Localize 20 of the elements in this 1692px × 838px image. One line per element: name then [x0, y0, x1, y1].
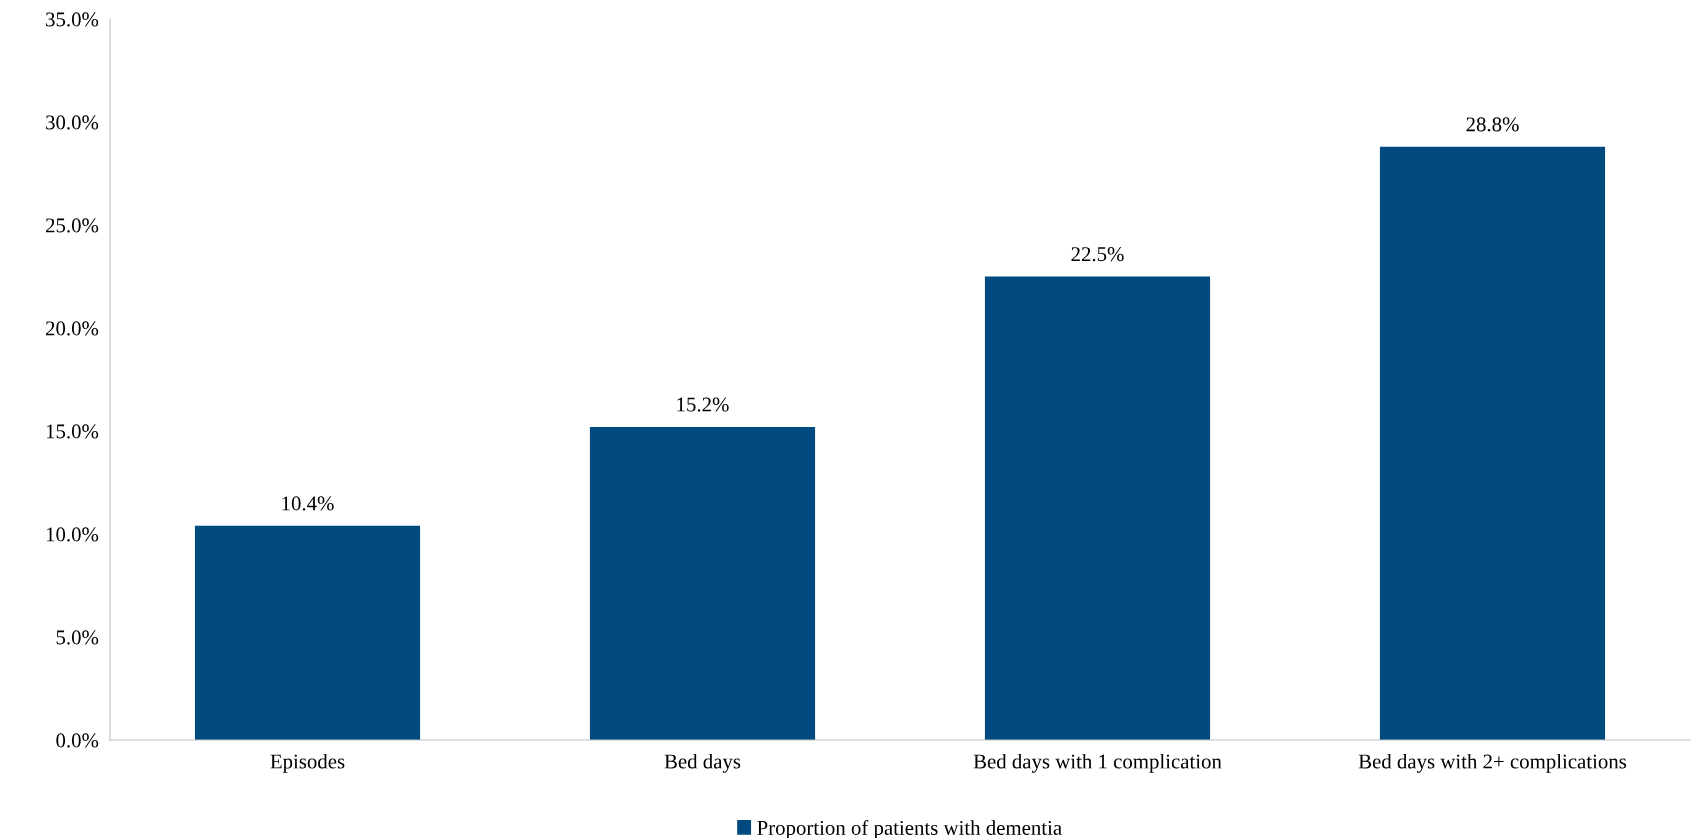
y-tick-label: 35.0% — [46, 12, 99, 27]
bar — [589, 426, 816, 740]
y-tick-label: 30.0% — [46, 115, 99, 130]
y-tick-label: 15.0% — [46, 424, 99, 439]
bar — [194, 525, 421, 740]
data-label: 22.5% — [1071, 247, 1124, 262]
data-label: 28.8% — [1466, 117, 1519, 132]
bar — [984, 276, 1211, 740]
x-tick-label: Episodes — [270, 753, 345, 773]
y-tick-label: 20.0% — [45, 321, 99, 336]
y-tick-label: 5.0% — [56, 630, 99, 645]
y-tick-label: 0.0% — [56, 733, 99, 748]
x-tick-label: Bed days with 2+ complications — [1358, 753, 1627, 773]
bar — [1379, 146, 1606, 740]
x-tick-label: Bed days with 1 complication — [973, 753, 1222, 773]
y-tick-label: 10.0% — [46, 527, 99, 542]
x-tick-label: Bed days — [664, 753, 741, 773]
data-label: 10.4% — [282, 496, 334, 511]
y-tick-label: 25.0% — [45, 218, 99, 233]
data-label: 15.2% — [677, 397, 729, 412]
